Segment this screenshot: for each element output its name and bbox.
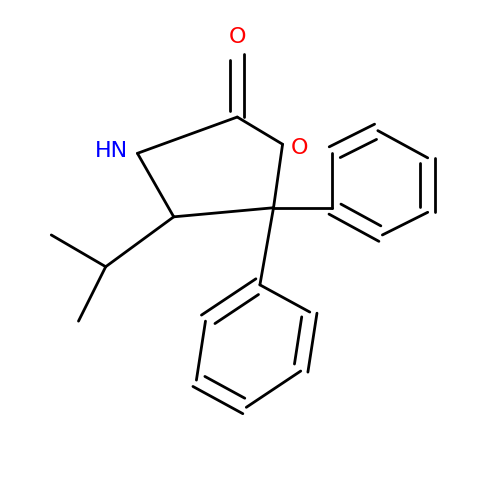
Text: O: O [291, 138, 308, 158]
Text: O: O [228, 27, 246, 47]
Text: HN: HN [95, 141, 128, 161]
